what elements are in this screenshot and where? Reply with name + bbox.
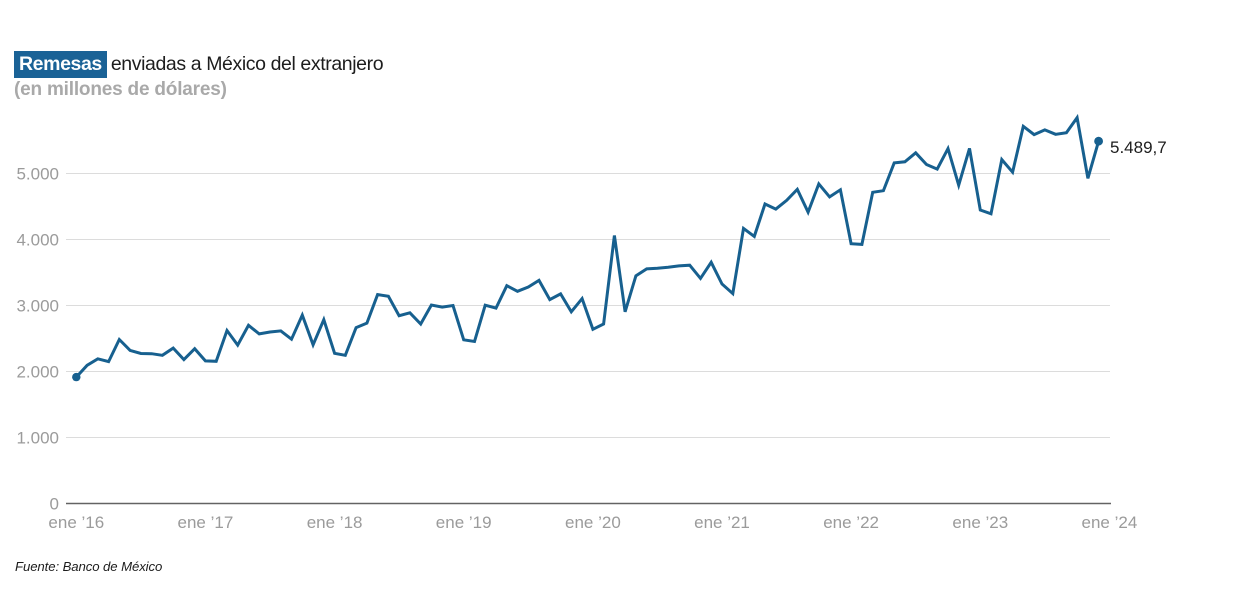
svg-text:1.000: 1.000 bbox=[16, 429, 59, 448]
svg-text:ene ’16: ene ’16 bbox=[48, 513, 104, 532]
svg-text:5.000: 5.000 bbox=[16, 165, 59, 184]
svg-text:ene ’21: ene ’21 bbox=[694, 513, 750, 532]
svg-text:ene ’22: ene ’22 bbox=[823, 513, 879, 532]
svg-text:4.000: 4.000 bbox=[16, 231, 59, 250]
svg-text:ene ’23: ene ’23 bbox=[952, 513, 1008, 532]
svg-text:2.000: 2.000 bbox=[16, 363, 59, 382]
svg-text:ene ’20: ene ’20 bbox=[565, 513, 621, 532]
svg-text:ene ’24: ene ’24 bbox=[1082, 513, 1138, 532]
svg-text:3.000: 3.000 bbox=[16, 297, 59, 316]
svg-text:ene ’19: ene ’19 bbox=[436, 513, 492, 532]
svg-text:5.489,7: 5.489,7 bbox=[1110, 138, 1167, 157]
svg-text:0: 0 bbox=[50, 495, 59, 514]
svg-text:ene ’18: ene ’18 bbox=[307, 513, 363, 532]
svg-text:ene ’17: ene ’17 bbox=[178, 513, 234, 532]
